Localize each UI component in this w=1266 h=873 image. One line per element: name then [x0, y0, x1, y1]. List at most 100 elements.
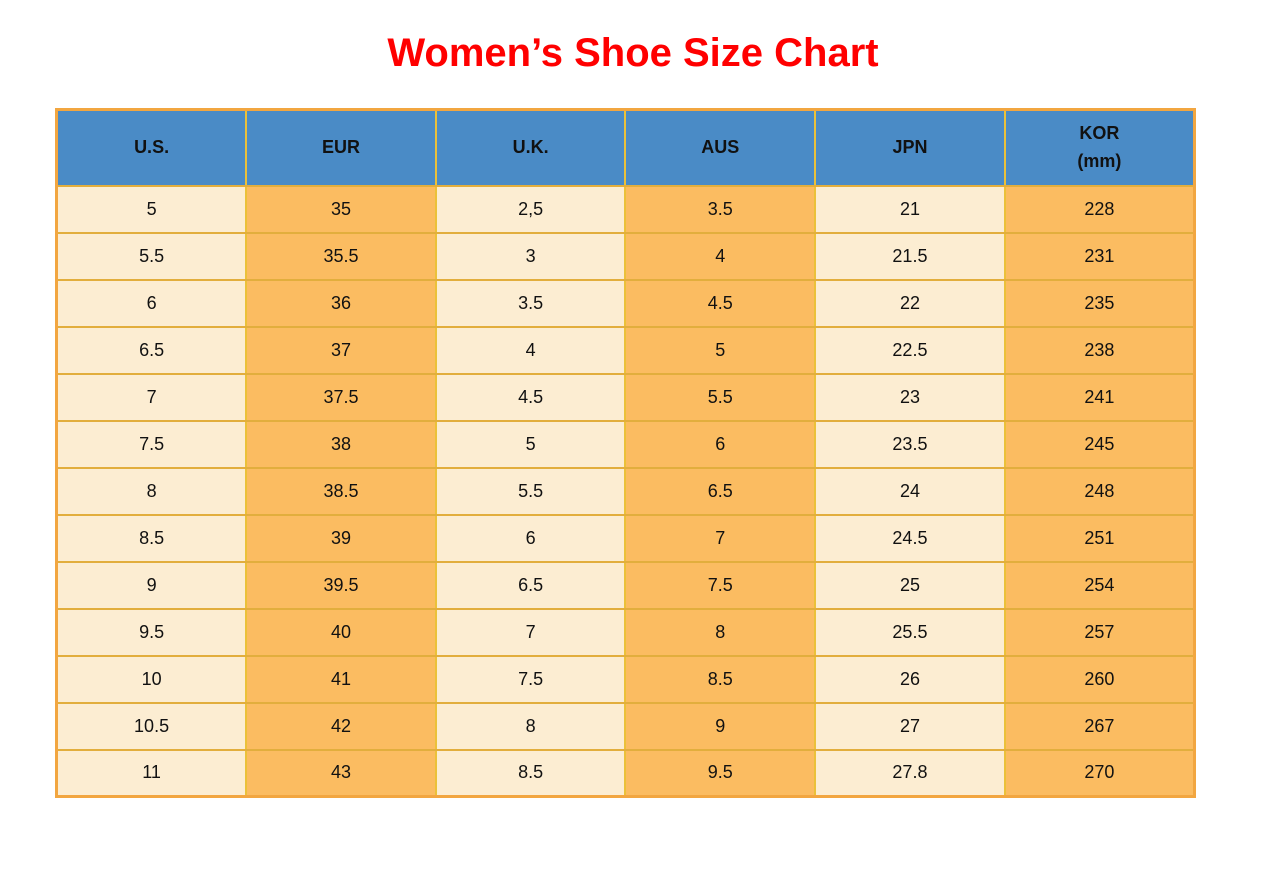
table-cell: 3 — [434, 231, 627, 281]
table-cell: 7 — [434, 607, 627, 657]
table-cell: 7.5 — [624, 560, 817, 610]
column-header: U.S. — [55, 108, 248, 187]
table-cell: 38 — [245, 419, 437, 469]
table-cell: 21 — [814, 184, 1006, 234]
header-row: U.S. EUR U.K. AUS JPN KOR (mm) — [55, 108, 1196, 187]
table-cell: 24 — [814, 466, 1006, 516]
table-cell: 26 — [814, 654, 1006, 704]
table-row: 5 35 2,5 3.5 21 228 — [55, 184, 1196, 234]
table-cell: 245 — [1003, 419, 1196, 469]
table-row: 10.5 42 8 9 27 267 — [55, 701, 1196, 751]
table-cell: 4 — [434, 325, 627, 375]
table-body: 5 35 2,5 3.5 21 228 5.5 35.5 3 4 21.5 231 6 36 3.5 4.5 2… — [55, 184, 1196, 798]
table-row: 8.5 39 6 7 24.5 251 — [55, 513, 1196, 563]
table-cell: 8 — [434, 701, 627, 751]
table-cell: 8.5 — [624, 654, 817, 704]
column-header: KOR (mm) — [1003, 108, 1196, 187]
table-cell: 6 — [624, 419, 817, 469]
table-cell: 22.5 — [814, 325, 1006, 375]
table-cell: 9.5 — [624, 748, 817, 798]
table-row: 9.5 40 7 8 25.5 257 — [55, 607, 1196, 657]
table-cell: 7.5 — [55, 419, 248, 469]
table-cell: 27.8 — [814, 748, 1006, 798]
table-cell: 36 — [245, 278, 437, 328]
table-cell: 257 — [1003, 607, 1196, 657]
table-cell: 8 — [55, 466, 248, 516]
column-header-line: U.K. — [512, 136, 549, 157]
table-cell: 3.5 — [624, 184, 817, 234]
table-cell: 10.5 — [55, 701, 248, 751]
table-cell: 235 — [1003, 278, 1196, 328]
size-chart-table: U.S. EUR U.K. AUS JPN KOR (mm) 5 35 2,5 3.5 21 228 5… — [55, 108, 1196, 798]
table-row: 9 39.5 6.5 7.5 25 254 — [55, 560, 1196, 610]
table-cell: 254 — [1003, 560, 1196, 610]
table-cell: 24.5 — [814, 513, 1006, 563]
page: Women’s Shoe Size Chart U.S. EUR U.K. AUS JP… — [0, 32, 1266, 798]
table-cell: 5 — [434, 419, 627, 469]
column-header-line: KOR — [1079, 122, 1120, 143]
page-title: Women’s Shoe Size Chart — [387, 31, 879, 75]
table-cell: 22 — [814, 278, 1006, 328]
column-header-line: U.S. — [134, 136, 170, 157]
table-cell: 42 — [245, 701, 437, 751]
table-cell: 43 — [245, 748, 437, 798]
column-header: JPN — [814, 108, 1006, 187]
table-cell: 260 — [1003, 654, 1196, 704]
table-cell: 9 — [55, 560, 248, 610]
table-cell: 248 — [1003, 466, 1196, 516]
table-row: 6.5 37 4 5 22.5 238 — [55, 325, 1196, 375]
table-cell: 11 — [55, 748, 248, 798]
table-cell: 41 — [245, 654, 437, 704]
table-cell: 6.5 — [55, 325, 248, 375]
table-cell: 3.5 — [434, 278, 627, 328]
table-cell: 238 — [1003, 325, 1196, 375]
table-cell: 40 — [245, 607, 437, 657]
table-cell: 39.5 — [245, 560, 437, 610]
table-cell: 251 — [1003, 513, 1196, 563]
table-cell: 228 — [1003, 184, 1196, 234]
table-cell: 5.5 — [55, 231, 248, 281]
table-cell: 241 — [1003, 372, 1196, 422]
table-cell: 4 — [624, 231, 817, 281]
table-cell: 25 — [814, 560, 1006, 610]
column-header: EUR — [245, 108, 437, 187]
column-header-line: AUS — [701, 136, 740, 157]
table-cell: 231 — [1003, 231, 1196, 281]
table-cell: 6.5 — [624, 466, 817, 516]
table-cell: 9.5 — [55, 607, 248, 657]
table-cell: 9 — [624, 701, 817, 751]
table-header: U.S. EUR U.K. AUS JPN KOR (mm) — [55, 108, 1196, 187]
table-cell: 6.5 — [434, 560, 627, 610]
table-row: 11 43 8.5 9.5 27.8 270 — [55, 748, 1196, 798]
table-cell: 23.5 — [814, 419, 1006, 469]
table-cell: 6 — [434, 513, 627, 563]
table-cell: 37.5 — [245, 372, 437, 422]
table-cell: 27 — [814, 701, 1006, 751]
table-cell: 38.5 — [245, 466, 437, 516]
table-cell: 7 — [55, 372, 248, 422]
table-cell: 35 — [245, 184, 437, 234]
table-cell: 267 — [1003, 701, 1196, 751]
table-cell: 23 — [814, 372, 1006, 422]
table-cell: 2,5 — [434, 184, 627, 234]
column-header-line: (mm) — [1077, 150, 1122, 171]
table-cell: 4.5 — [434, 372, 627, 422]
table-cell: 7.5 — [434, 654, 627, 704]
table-cell: 5 — [55, 184, 248, 234]
column-header: AUS — [624, 108, 817, 187]
table-cell: 10 — [55, 654, 248, 704]
table-cell: 8.5 — [55, 513, 248, 563]
table-cell: 37 — [245, 325, 437, 375]
table-row: 5.5 35.5 3 4 21.5 231 — [55, 231, 1196, 281]
column-header-line: JPN — [892, 136, 928, 157]
table-row: 10 41 7.5 8.5 26 260 — [55, 654, 1196, 704]
table-cell: 270 — [1003, 748, 1196, 798]
table-cell: 4.5 — [624, 278, 817, 328]
table-cell: 39 — [245, 513, 437, 563]
table-cell: 5.5 — [434, 466, 627, 516]
table-row: 7 37.5 4.5 5.5 23 241 — [55, 372, 1196, 422]
table-row: 6 36 3.5 4.5 22 235 — [55, 278, 1196, 328]
table-cell: 6 — [55, 278, 248, 328]
table-cell: 5.5 — [624, 372, 817, 422]
table-cell: 8.5 — [434, 748, 627, 798]
